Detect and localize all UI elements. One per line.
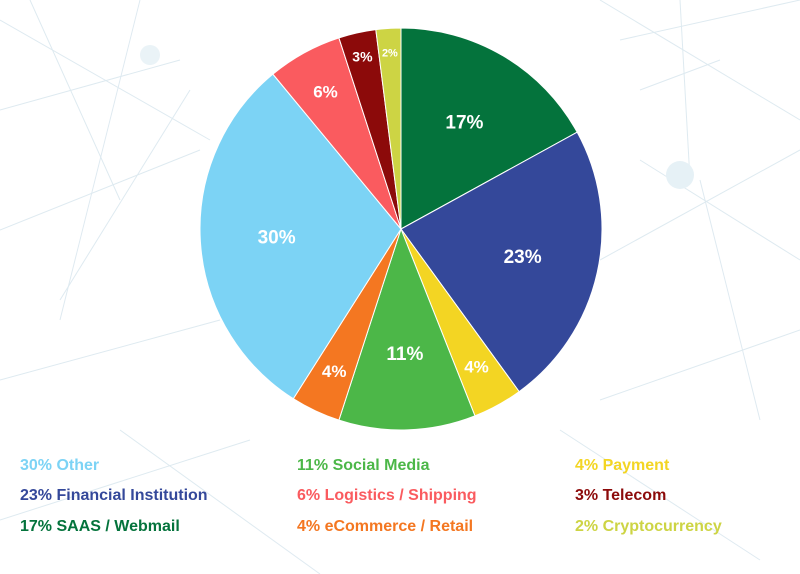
slice-label-other: 30% (258, 228, 296, 249)
slice-label-saas-webmail: 17% (445, 112, 483, 133)
slice-label-logistics-shipping: 6% (313, 83, 338, 102)
legend-item-logistics-shipping: 6% Logistics / Shipping (297, 487, 477, 504)
pie-slice-saas-webmail (400, 27, 578, 230)
legend-item-social-media: 11% Social Media (297, 457, 430, 474)
legend-item-financial-institution: 23% Financial Institution (20, 487, 208, 504)
pie-slice-other (199, 73, 402, 400)
legend-item-saas-webmail: 17% SAAS / Webmail (20, 518, 180, 535)
legend-item-ecommerce-retail: 4% eCommerce / Retail (297, 518, 474, 535)
pie-slice-financial-institution (400, 131, 603, 393)
pie-slices (199, 27, 603, 431)
legend-item-cryptocurrency: 2% Cryptocurrency (575, 518, 722, 535)
legend-item-payment: 4% Payment (575, 457, 670, 474)
slice-label-social-media: 11% (386, 344, 423, 365)
slice-label-financial-institution: 23% (504, 247, 542, 268)
slice-label-ecommerce-retail: 4% (322, 362, 347, 381)
slice-label-telecom: 3% (352, 48, 373, 64)
pie-labels: 17% 23% 4% 11% 4% 30% 6% 3% 2% (258, 47, 542, 381)
pie-slice-cryptocurrency (375, 27, 402, 230)
slice-label-payment: 4% (464, 357, 489, 376)
legend: 30% Other 23% Financial Institution 17% … (0, 452, 800, 552)
legend-item-other: 30% Other (20, 457, 100, 474)
slice-label-cryptocurrency: 2% (382, 47, 398, 59)
pie-slice-social-media (338, 227, 476, 431)
legend-item-telecom: 3% Telecom (575, 487, 667, 504)
